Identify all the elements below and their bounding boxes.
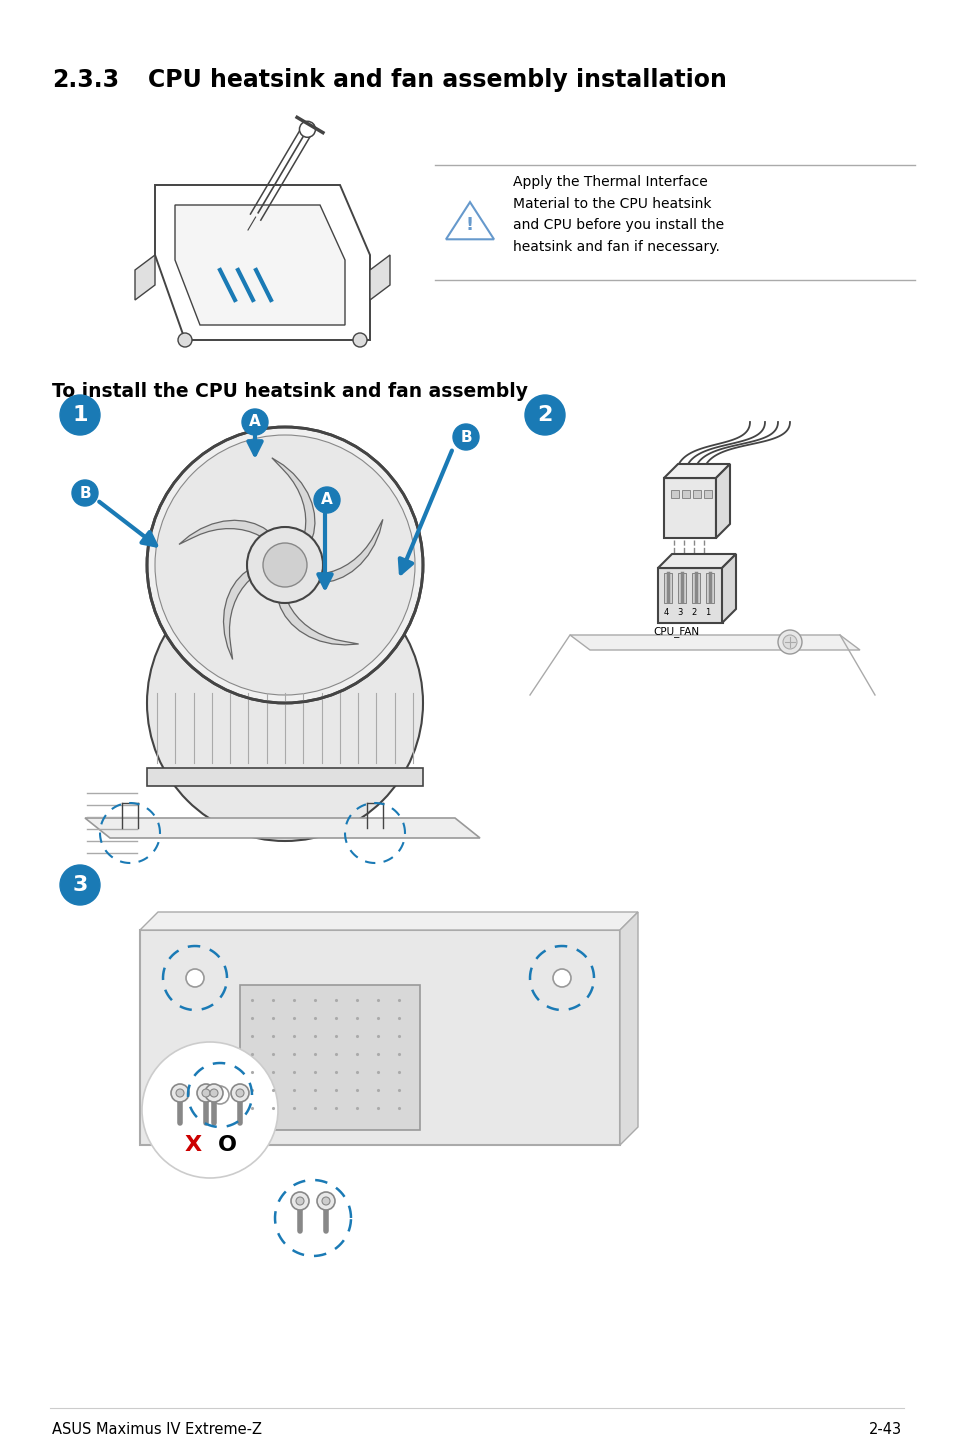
Text: CPU heatsink and fan assembly installation: CPU heatsink and fan assembly installati… <box>148 68 726 92</box>
Polygon shape <box>223 568 252 660</box>
Circle shape <box>322 1196 330 1205</box>
Circle shape <box>205 1084 223 1102</box>
FancyBboxPatch shape <box>663 477 716 538</box>
FancyBboxPatch shape <box>678 572 685 603</box>
Circle shape <box>196 1084 214 1102</box>
Circle shape <box>231 1084 249 1102</box>
FancyBboxPatch shape <box>703 490 711 498</box>
FancyBboxPatch shape <box>240 985 419 1130</box>
Polygon shape <box>174 206 345 325</box>
Circle shape <box>314 487 339 513</box>
Circle shape <box>553 969 571 986</box>
Text: B: B <box>459 430 472 444</box>
Circle shape <box>186 969 204 986</box>
Circle shape <box>60 866 100 905</box>
Circle shape <box>154 436 415 695</box>
FancyBboxPatch shape <box>147 768 422 787</box>
Polygon shape <box>619 912 638 1145</box>
Polygon shape <box>446 203 494 239</box>
Text: CPU_FAN: CPU_FAN <box>652 626 699 637</box>
Circle shape <box>210 1089 218 1097</box>
Text: A: A <box>249 414 260 430</box>
Text: 1: 1 <box>72 406 88 426</box>
Polygon shape <box>140 912 638 930</box>
Circle shape <box>235 1089 244 1097</box>
Text: O: O <box>217 1135 236 1155</box>
Circle shape <box>295 1196 304 1205</box>
Text: !: ! <box>465 217 474 234</box>
Text: To install the CPU heatsink and fan assembly: To install the CPU heatsink and fan asse… <box>52 383 527 401</box>
Text: X: X <box>184 1135 201 1155</box>
Circle shape <box>453 424 478 450</box>
Circle shape <box>147 565 422 841</box>
Text: 2: 2 <box>537 406 552 426</box>
Text: A: A <box>321 492 333 508</box>
FancyBboxPatch shape <box>681 490 689 498</box>
Text: ASUS Maximus IV Extreme-Z: ASUS Maximus IV Extreme-Z <box>52 1422 262 1437</box>
Text: 2: 2 <box>691 608 696 617</box>
Polygon shape <box>370 255 390 301</box>
FancyBboxPatch shape <box>140 930 619 1145</box>
FancyBboxPatch shape <box>705 572 713 603</box>
Polygon shape <box>658 554 735 568</box>
Circle shape <box>524 395 564 436</box>
Polygon shape <box>716 464 729 538</box>
Circle shape <box>175 1089 184 1097</box>
Polygon shape <box>277 600 358 644</box>
Circle shape <box>316 1192 335 1209</box>
Circle shape <box>71 480 98 506</box>
Text: 3: 3 <box>677 608 682 617</box>
Text: 1: 1 <box>704 608 710 617</box>
Circle shape <box>142 1043 277 1178</box>
Circle shape <box>178 334 192 347</box>
FancyBboxPatch shape <box>663 572 671 603</box>
Circle shape <box>60 395 100 436</box>
Polygon shape <box>179 521 271 545</box>
Circle shape <box>242 408 268 436</box>
Circle shape <box>263 544 307 587</box>
Polygon shape <box>154 186 370 339</box>
Circle shape <box>247 526 323 603</box>
Text: 2.3.3: 2.3.3 <box>52 68 119 92</box>
Polygon shape <box>315 519 382 582</box>
Circle shape <box>147 427 422 703</box>
Circle shape <box>782 636 796 649</box>
Polygon shape <box>85 818 479 838</box>
Polygon shape <box>272 457 314 542</box>
Polygon shape <box>721 554 735 623</box>
Circle shape <box>778 630 801 654</box>
Circle shape <box>171 1084 189 1102</box>
FancyBboxPatch shape <box>670 490 679 498</box>
Polygon shape <box>135 255 154 301</box>
FancyBboxPatch shape <box>691 572 700 603</box>
Circle shape <box>211 1086 229 1104</box>
Circle shape <box>353 334 367 347</box>
Circle shape <box>202 1089 210 1097</box>
Text: 2-43: 2-43 <box>868 1422 901 1437</box>
Text: 3: 3 <box>72 874 88 894</box>
FancyBboxPatch shape <box>692 490 700 498</box>
Polygon shape <box>569 636 859 650</box>
FancyBboxPatch shape <box>658 568 722 623</box>
Polygon shape <box>663 464 729 477</box>
Circle shape <box>299 121 315 137</box>
Text: Apply the Thermal Interface
Material to the CPU heatsink
and CPU before you inst: Apply the Thermal Interface Material to … <box>513 175 723 255</box>
Text: 4: 4 <box>662 608 668 617</box>
Circle shape <box>291 1192 309 1209</box>
Text: B: B <box>79 486 91 500</box>
